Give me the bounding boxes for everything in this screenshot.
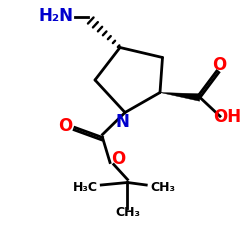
Text: O: O	[212, 56, 226, 74]
Text: O: O	[112, 150, 126, 168]
Text: H₂N: H₂N	[39, 7, 74, 25]
Text: CH₃: CH₃	[115, 206, 140, 219]
Text: CH₃: CH₃	[150, 181, 176, 194]
Polygon shape	[160, 92, 200, 101]
Text: O: O	[58, 117, 72, 135]
Text: H₃C: H₃C	[73, 181, 98, 194]
Text: N: N	[115, 113, 129, 131]
Text: OH: OH	[213, 108, 241, 126]
